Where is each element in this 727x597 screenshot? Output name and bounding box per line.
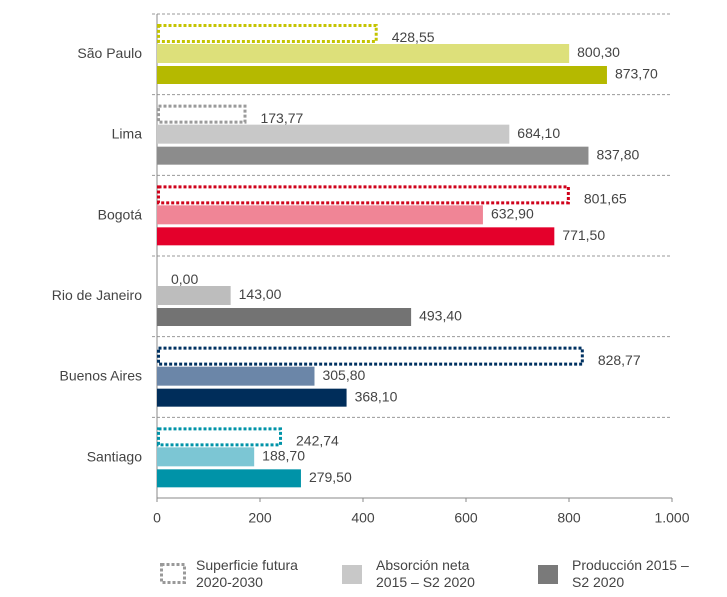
x-tick-label: 400 (351, 510, 375, 526)
bar (157, 427, 283, 447)
bar (157, 227, 555, 246)
bar (157, 346, 584, 366)
value-label: 242,74 (296, 433, 339, 449)
bar (157, 104, 247, 124)
bar (157, 24, 378, 43)
value-label: 188,70 (262, 448, 305, 464)
value-label: 684,10 (517, 125, 560, 141)
category-label: Bogotá (98, 206, 143, 222)
value-label: 173,77 (260, 110, 303, 126)
category-label: Rio de Janeiro (52, 287, 142, 303)
bar (157, 366, 315, 386)
value-label: 632,90 (491, 206, 534, 222)
legend-label: Absorción neta 2015 – S2 2020 (376, 557, 475, 590)
x-tick-label: 1.000 (654, 510, 689, 526)
value-label: 873,70 (615, 66, 658, 82)
value-label: 305,80 (322, 367, 365, 383)
value-label: 368,10 (355, 388, 398, 404)
bar (157, 66, 607, 84)
value-label: 279,50 (309, 469, 352, 485)
bar (157, 447, 255, 467)
x-tick-label: 0 (153, 510, 161, 526)
bar (157, 308, 412, 326)
bar (157, 146, 589, 165)
category-label: Buenos Aires (60, 368, 143, 384)
value-label: 771,50 (562, 227, 605, 243)
bar (157, 205, 483, 225)
category-label: São Paulo (77, 45, 142, 61)
bar (157, 185, 570, 205)
value-label: 800,30 (577, 44, 620, 60)
legend-swatch (342, 565, 362, 584)
value-label: 837,80 (596, 146, 639, 162)
bar (157, 124, 510, 144)
value-label: 493,40 (419, 308, 462, 324)
bar (157, 469, 301, 488)
value-label: 0,00 (171, 271, 198, 287)
category-label: Lima (112, 126, 143, 142)
legend-label: Superficie futura 2020-2030 (196, 557, 298, 590)
category-label: Santiago (87, 448, 142, 464)
bar (157, 388, 347, 407)
x-tick-label: 600 (454, 510, 478, 526)
x-tick-label: 800 (557, 510, 581, 526)
value-label: 801,65 (584, 191, 627, 207)
value-label: 828,77 (598, 352, 641, 368)
x-tick-label: 200 (248, 510, 272, 526)
bar (157, 286, 231, 305)
value-label: 143,00 (239, 286, 282, 302)
bar (157, 44, 570, 63)
legend-swatch (160, 563, 186, 584)
legend-swatch (538, 565, 558, 584)
legend-label: Producción 2015 – S2 2020 (572, 557, 689, 590)
value-label: 428,55 (392, 29, 435, 45)
